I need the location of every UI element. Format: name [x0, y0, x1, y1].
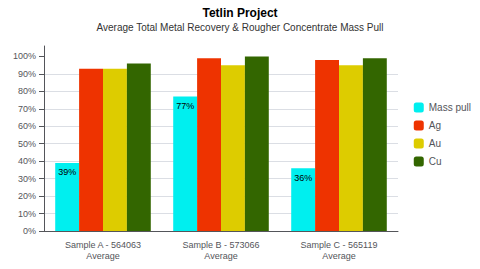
svg-text:100%: 100%	[13, 51, 36, 61]
svg-text:36%: 36%	[294, 173, 312, 183]
svg-text:Average: Average	[86, 251, 119, 261]
svg-text:Sample A - 564063: Sample A - 564063	[65, 240, 141, 250]
svg-text:Average: Average	[204, 251, 237, 261]
svg-text:Cu: Cu	[429, 156, 442, 167]
svg-text:Sample C - 565119: Sample C - 565119	[301, 240, 378, 250]
svg-text:0%: 0%	[23, 226, 36, 236]
svg-text:Average Total Metal Recovery &: Average Total Metal Recovery & Rougher C…	[97, 22, 384, 33]
svg-text:90%: 90%	[18, 69, 36, 79]
svg-text:Sample B - 573066: Sample B - 573066	[182, 240, 259, 250]
svg-text:39%: 39%	[58, 167, 76, 177]
svg-text:Tetlin Project: Tetlin Project	[202, 6, 277, 20]
svg-text:Au: Au	[429, 138, 441, 149]
svg-text:80%: 80%	[18, 86, 36, 96]
svg-text:30%: 30%	[18, 174, 36, 184]
svg-text:70%: 70%	[18, 104, 36, 114]
svg-text:20%: 20%	[18, 191, 36, 201]
svg-text:77%: 77%	[176, 101, 194, 111]
svg-text:40%: 40%	[18, 156, 36, 166]
svg-text:Ag: Ag	[429, 120, 441, 131]
svg-text:10%: 10%	[18, 209, 36, 219]
svg-text:60%: 60%	[18, 121, 36, 131]
svg-text:50%: 50%	[18, 139, 36, 149]
svg-text:Mass pull: Mass pull	[429, 102, 471, 113]
svg-text:Average: Average	[322, 251, 355, 261]
